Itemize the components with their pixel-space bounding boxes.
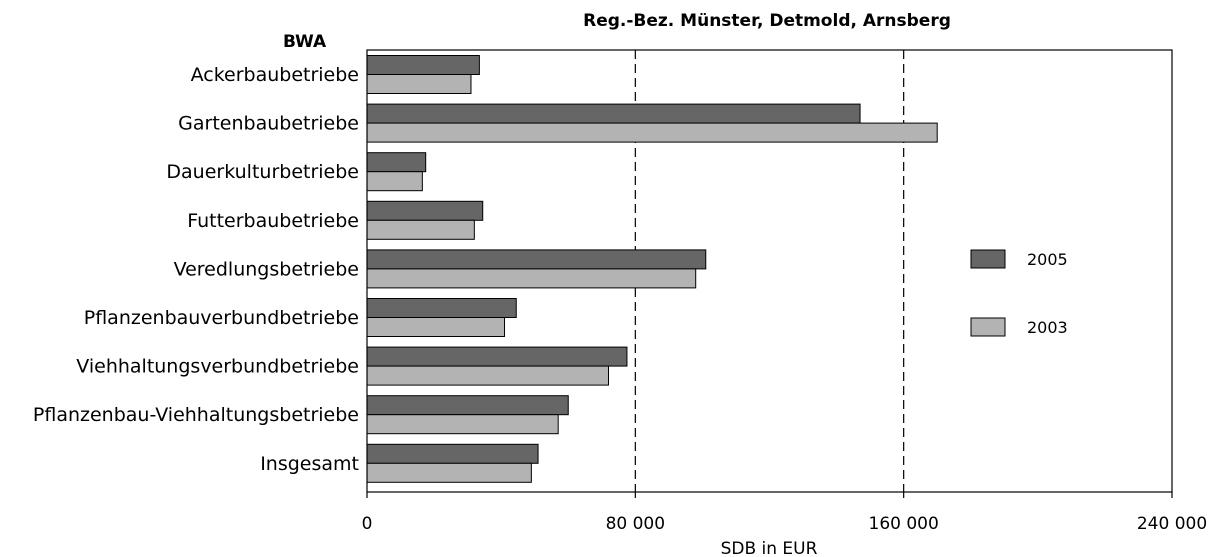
category-label: Ackerbaubetriebe [191,64,359,86]
bar-2005-8 [366,395,569,416]
category-label: Dauerkulturbetriebe [166,161,359,183]
category-label: Veredlungsbetriebe [174,258,359,280]
legend-label-2005: 2005 [1027,250,1068,269]
category-label: Pflanzenbau-Viehhaltungsbetriebe [33,404,359,426]
category-label: Futterbaubetriebe [187,210,359,232]
bar-2003-5 [366,268,697,289]
bar-2003-6 [366,317,506,337]
legend-label-2003: 2003 [1027,318,1068,337]
category-label: Pflanzenbauverbundbetriebe [84,307,359,329]
chart-title: Reg.-Bez. Münster, Detmold, Arnsberg [583,11,951,31]
bar-2005-5 [366,249,707,270]
bar-2003-4 [366,219,475,240]
plot-frame [366,49,1173,493]
bar-2005-1 [366,55,480,75]
bar-2003-3 [366,171,423,192]
category-label: Viehhaltungsverbundbetriebe [76,356,359,378]
x-axis-label: SDB in EUR [721,539,818,557]
tick-label: 240 000 [1137,514,1207,534]
category-labels: Ackerbaubetriebe Gartenbaubetriebe Dauerku… [33,64,359,475]
bar-2005-6 [366,298,517,318]
bar-2003-7 [366,365,609,386]
bars [366,55,938,483]
legend-swatch-2003 [970,317,1006,337]
bar-2003-1 [366,74,472,94]
x-axis-ticks: 0 80 000 160 000 240 000 [362,492,1207,534]
bar-2003-9 [366,462,532,483]
category-header: BWA [283,32,327,52]
category-label: Insgesamt [260,453,359,475]
tick-label: 0 [362,514,373,534]
bar-2005-7 [366,346,628,367]
bar-2005-2 [366,103,861,124]
bar-2005-3 [366,152,427,173]
legend-swatch-2005 [970,249,1006,269]
bar-2005-9 [366,443,539,464]
legend: 2005 2003 [970,249,1068,337]
bar-2005-4 [366,200,484,221]
bar-2003-2 [366,122,938,143]
tick-label: 80 000 [606,514,665,534]
tick-label: 160 000 [869,514,939,534]
bar-2003-8 [366,414,559,435]
category-label: Gartenbaubetriebe [178,113,359,135]
